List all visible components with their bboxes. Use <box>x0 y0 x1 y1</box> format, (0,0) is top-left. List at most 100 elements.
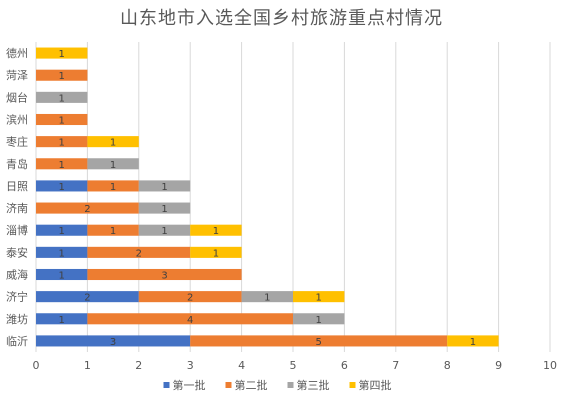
x-tick-label: 3 <box>187 359 194 372</box>
data-label: 1 <box>213 248 219 259</box>
data-label: 1 <box>110 226 116 237</box>
bar-segment <box>36 158 88 170</box>
category-label: 淄博 <box>6 224 28 237</box>
x-tick-label: 5 <box>290 359 297 372</box>
legend-label: 第一批 <box>173 378 206 392</box>
data-label: 1 <box>161 204 167 215</box>
x-tick-label: 2 <box>135 359 142 372</box>
bar-segment <box>138 180 191 192</box>
bar-segment <box>36 291 139 303</box>
bar-segment <box>87 136 139 148</box>
bar-segment <box>87 158 139 170</box>
data-label: 1 <box>59 160 65 171</box>
bar-segment <box>36 268 88 281</box>
bar-segment <box>87 313 294 325</box>
category-label: 菏泽 <box>6 69 28 82</box>
data-label: 1 <box>470 337 476 348</box>
data-label: 1 <box>59 315 65 326</box>
bar-segment <box>36 69 88 81</box>
data-label: 2 <box>187 293 193 304</box>
bar-segment <box>138 224 191 236</box>
data-label: 1 <box>264 293 270 304</box>
bar-segment <box>36 47 88 59</box>
bar-segment <box>36 136 88 148</box>
category-label: 济宁 <box>6 290 28 304</box>
data-label: 1 <box>59 182 65 193</box>
data-label: 4 <box>187 315 193 326</box>
data-label: 1 <box>59 116 65 127</box>
data-label: 1 <box>161 182 167 193</box>
x-tick-label: 7 <box>392 359 399 372</box>
category-label: 威海 <box>6 268 28 282</box>
bar-segment <box>36 335 191 347</box>
bar-segment <box>36 113 88 126</box>
data-label: 5 <box>316 337 322 348</box>
category-label: 济南 <box>6 201 28 215</box>
chart-title: 山东地市入选全国乡村旅游重点村情况 <box>120 8 443 29</box>
data-label: 1 <box>59 71 65 82</box>
bar-segment <box>293 313 345 325</box>
category-label: 泰安 <box>6 245 28 259</box>
data-label: 1 <box>110 160 116 171</box>
category-label: 枣庄 <box>6 135 28 149</box>
category-label: 滨州 <box>6 113 28 127</box>
data-label: 1 <box>59 271 65 282</box>
bar-segment <box>138 202 191 214</box>
bar-segment <box>36 246 88 258</box>
bar-segment <box>190 246 242 258</box>
x-tick-label: 4 <box>238 359 245 372</box>
category-label: 临沂 <box>6 334 28 348</box>
data-label: 1 <box>59 226 65 237</box>
x-tick-label: 8 <box>444 359 451 372</box>
legend-swatch <box>225 382 232 388</box>
bar-segment <box>190 224 242 236</box>
data-label: 1 <box>59 93 65 104</box>
data-label: 1 <box>213 226 219 237</box>
x-tick-label: 0 <box>33 359 40 372</box>
data-label: 2 <box>84 204 90 215</box>
bar-segment <box>36 91 88 103</box>
category-label: 潍坊 <box>6 312 28 326</box>
bar-segment <box>87 180 139 192</box>
data-label: 2 <box>84 293 90 304</box>
legend-swatch <box>163 382 170 388</box>
bar-segment <box>36 313 88 325</box>
bar-segment <box>87 224 139 236</box>
x-tick-label: 6 <box>341 359 348 372</box>
data-label: 1 <box>59 248 65 259</box>
bar-segment <box>36 202 139 214</box>
category-label: 德州 <box>6 46 28 60</box>
data-label: 3 <box>161 271 167 282</box>
x-tick-label: 9 <box>495 359 502 372</box>
data-label: 1 <box>316 315 322 326</box>
data-label: 1 <box>110 182 116 193</box>
bar-segment <box>190 335 448 347</box>
x-tick-label: 1 <box>84 359 91 372</box>
bar-segment <box>87 246 191 258</box>
data-label: 1 <box>59 49 65 60</box>
bar-segment <box>36 180 88 192</box>
bar-segment <box>447 335 499 347</box>
data-label: 2 <box>136 248 142 259</box>
legend-label: 第四批 <box>359 378 392 392</box>
data-label: 1 <box>161 226 167 237</box>
bar-segment <box>36 224 88 236</box>
category-label: 烟台 <box>6 90 28 104</box>
bar-segment <box>241 291 293 303</box>
x-tick-label: 10 <box>543 359 557 372</box>
bar-segment <box>87 268 242 281</box>
legend-label: 第二批 <box>235 378 268 392</box>
category-label: 青岛 <box>6 157 28 171</box>
legend-label: 第三批 <box>297 378 330 392</box>
legend-swatch <box>287 382 294 388</box>
data-label: 1 <box>316 293 322 304</box>
data-label: 3 <box>110 337 116 348</box>
data-label: 1 <box>110 138 116 149</box>
category-label: 日照 <box>6 180 28 193</box>
data-label: 1 <box>59 138 65 149</box>
bar-segment <box>138 291 242 303</box>
bar-segment <box>293 291 345 303</box>
legend-swatch <box>349 382 356 388</box>
